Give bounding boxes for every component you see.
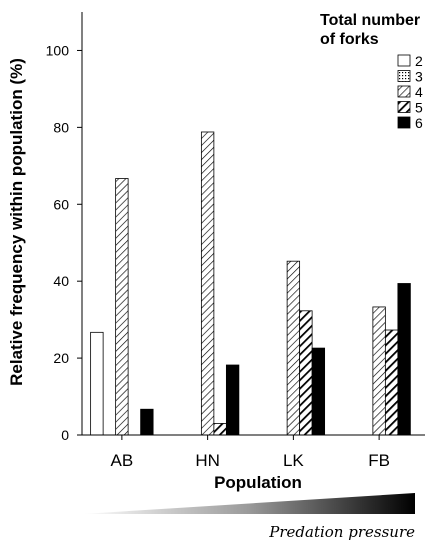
legend-swatch-2 (397, 54, 411, 67)
legend-label-3: 3 (415, 69, 423, 85)
bar-fb-forks-4 (372, 306, 386, 436)
legend-label-4: 4 (415, 84, 423, 100)
bar-hn-forks-4 (200, 131, 215, 436)
legend-swatch-3 (397, 70, 411, 82)
y-tick-label: 100 (46, 42, 70, 58)
legend-label-6: 6 (415, 115, 423, 131)
bar-lk-forks-4 (286, 260, 301, 436)
y-tick-label: 60 (53, 196, 69, 212)
x-tick-label: LK (283, 451, 304, 470)
legend-label-5: 5 (415, 100, 423, 116)
x-ticks-group: AB HN LK FB (111, 435, 390, 470)
bar-hn-forks-6 (225, 364, 240, 436)
x-tick-label: AB (111, 451, 134, 470)
predation-gradient-wedge (82, 493, 415, 514)
legend-title-line2: of forks (320, 31, 379, 48)
y-tick-label: 40 (53, 273, 69, 289)
y-tick-label: 0 (61, 427, 69, 443)
bar-lk-forks-5 (299, 310, 313, 436)
y-ticks-group: 0 20 40 60 80 100 (46, 42, 82, 443)
y-axis-title: Relative frequency within population (%) (7, 58, 26, 386)
x-tick-label: FB (368, 451, 390, 470)
bar-hn-forks-5 (213, 423, 227, 436)
bar-fb-forks-6 (397, 283, 411, 436)
legend-swatch-5 (397, 101, 411, 113)
legend-swatch-4 (397, 85, 411, 98)
legend-title-line1: Total number (320, 12, 420, 29)
bar-ab-forks-4 (115, 178, 129, 436)
y-tick-label: 20 (53, 350, 69, 366)
bar-ab-forks-6 (140, 408, 154, 436)
x-tick-label: HN (195, 451, 220, 470)
y-tick-label: 80 (53, 119, 69, 135)
legend-label-2: 2 (415, 53, 423, 69)
bar-lk-forks-6 (311, 347, 326, 436)
legend-swatch-6 (397, 116, 411, 129)
bar-fb-forks-5 (384, 329, 399, 436)
bar-ab-forks-2 (90, 331, 104, 436)
x-axis-title: Population (214, 473, 302, 492)
bars-group (90, 131, 411, 436)
predation-pressure-label: Predation pressure (268, 523, 415, 541)
